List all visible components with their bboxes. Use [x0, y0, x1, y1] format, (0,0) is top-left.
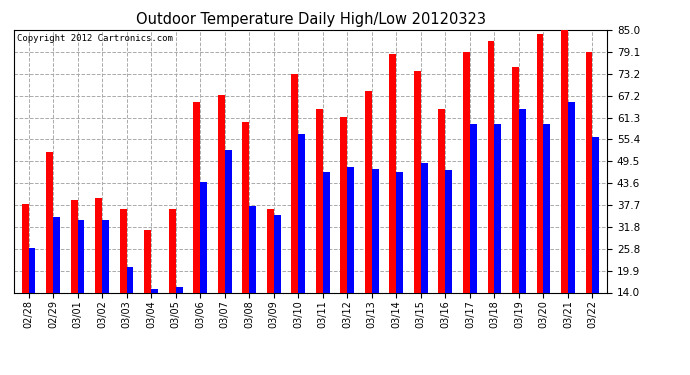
Bar [414, 70, 421, 292]
Bar [267, 209, 274, 292]
Bar [439, 110, 445, 292]
Bar [593, 137, 600, 292]
Bar [169, 209, 176, 292]
Bar [193, 102, 200, 292]
Bar [389, 54, 396, 292]
Text: Copyright 2012 Cartronics.com: Copyright 2012 Cartronics.com [17, 34, 172, 43]
Bar [298, 134, 305, 292]
Bar [218, 95, 225, 292]
Bar [95, 198, 102, 292]
Bar [70, 200, 77, 292]
Bar [421, 163, 428, 292]
Bar [151, 289, 158, 292]
Bar [347, 167, 354, 292]
Bar [372, 169, 379, 292]
Bar [470, 124, 477, 292]
Bar [544, 124, 551, 292]
Bar [519, 110, 526, 292]
Bar [463, 52, 470, 292]
Bar [120, 209, 126, 292]
Bar [316, 110, 323, 292]
Bar [568, 102, 575, 292]
Bar [225, 150, 232, 292]
Bar [176, 287, 182, 292]
Bar [21, 204, 28, 292]
Bar [77, 220, 84, 292]
Bar [512, 67, 519, 292]
Bar [126, 267, 133, 292]
Title: Outdoor Temperature Daily High/Low 20120323: Outdoor Temperature Daily High/Low 20120… [135, 12, 486, 27]
Bar [488, 41, 495, 292]
Bar [200, 182, 207, 292]
Bar [561, 30, 568, 292]
Bar [396, 172, 403, 292]
Bar [242, 122, 249, 292]
Bar [586, 52, 593, 292]
Bar [28, 248, 35, 292]
Bar [495, 124, 501, 292]
Bar [274, 215, 281, 292]
Bar [537, 34, 544, 292]
Bar [445, 171, 452, 292]
Bar [144, 230, 151, 292]
Bar [249, 206, 256, 292]
Bar [323, 172, 330, 292]
Bar [365, 91, 372, 292]
Bar [102, 220, 109, 292]
Bar [291, 74, 298, 292]
Bar [340, 117, 347, 292]
Bar [46, 152, 53, 292]
Bar [53, 217, 60, 292]
